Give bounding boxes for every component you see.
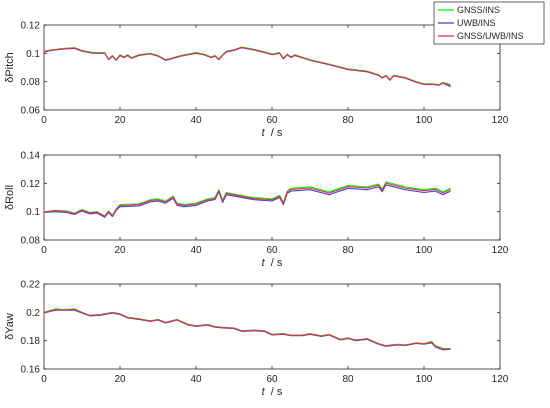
x-tick-label: 0 [41,374,47,385]
y-tick-label: 0.08 [21,236,41,247]
y-tick-label: 0.1 [26,207,40,218]
legend-entry: GNSS/UWB/INS [457,31,524,41]
x-axis-label: t / s [262,257,283,269]
x-tick-label: 0 [41,115,47,126]
legend-entry: GNSS/INS [457,5,500,15]
x-axis-variable: t [262,127,266,139]
x-tick-label: 40 [190,115,202,126]
series-line-3 [43,46,451,87]
x-axis-label: t / s [262,386,283,398]
y-tick-label: 0.18 [21,336,41,347]
y-tick-label: 0.2 [26,308,40,319]
x-tick-label: 20 [114,115,126,126]
x-tick-label: 100 [416,245,433,256]
plot-area [43,283,501,370]
y-tick-label: 0.22 [21,280,41,291]
y-axis-label: δPitch [4,52,16,83]
y-tick-label: 0.14 [21,151,41,162]
legend-entry: UWB/INS [457,18,496,28]
x-tick-label: 120 [492,374,509,385]
x-tick-label: 60 [266,115,278,126]
subplot-2: 0 20 40 60 80 100 120 0.08 0.1 0.12 0.14 δRoll t / s [4,151,509,270]
x-tick-label: 80 [342,245,354,256]
x-axis-variable: t [262,257,266,269]
x-axis-label: t / s [262,127,283,139]
subplot-3: 0 20 40 60 80 100 120 0.16 0.18 0.2 0.22 δYaw t / s [4,280,509,399]
y-axis-label: δYaw [4,313,16,340]
y-tick-label: 0.16 [21,365,41,376]
plot-area [43,154,501,241]
x-tick-label: 120 [492,245,509,256]
y-tick-label: 0.12 [21,21,41,32]
plot-area [43,24,501,111]
subplot-1: 0 20 40 60 80 100 120 0.06 0.08 0.1 0.12 δPitch t / s… [4,1,545,139]
x-tick-label: 100 [416,374,433,385]
x-tick-label: 100 [416,115,433,126]
x-tick-label: 0 [41,245,47,256]
x-axis-unit: / s [271,386,283,398]
y-tick-label: 0.1 [26,49,40,60]
x-axis-variable: t [262,386,266,398]
y-tick-label: 0.12 [21,179,41,190]
x-tick-label: 80 [342,115,354,126]
y-tick-label: 0.08 [21,77,41,88]
x-tick-label: 20 [114,374,126,385]
y-tick-label: 0.06 [21,106,41,117]
legend: GNSS/INS UWB/INS GNSS/UWB/INS [433,1,545,45]
x-tick-label: 60 [266,245,278,256]
series-line-3 [43,182,451,218]
x-tick-label: 60 [266,374,278,385]
x-axis-unit: / s [271,257,283,269]
y-axis-label: δRoll [4,185,16,210]
x-axis-unit: / s [271,127,283,139]
x-tick-label: 40 [190,245,202,256]
x-tick-label: 40 [190,374,202,385]
series-line-3 [43,308,451,350]
x-tick-label: 20 [114,245,126,256]
x-tick-label: 80 [342,374,354,385]
x-tick-label: 120 [492,115,509,126]
